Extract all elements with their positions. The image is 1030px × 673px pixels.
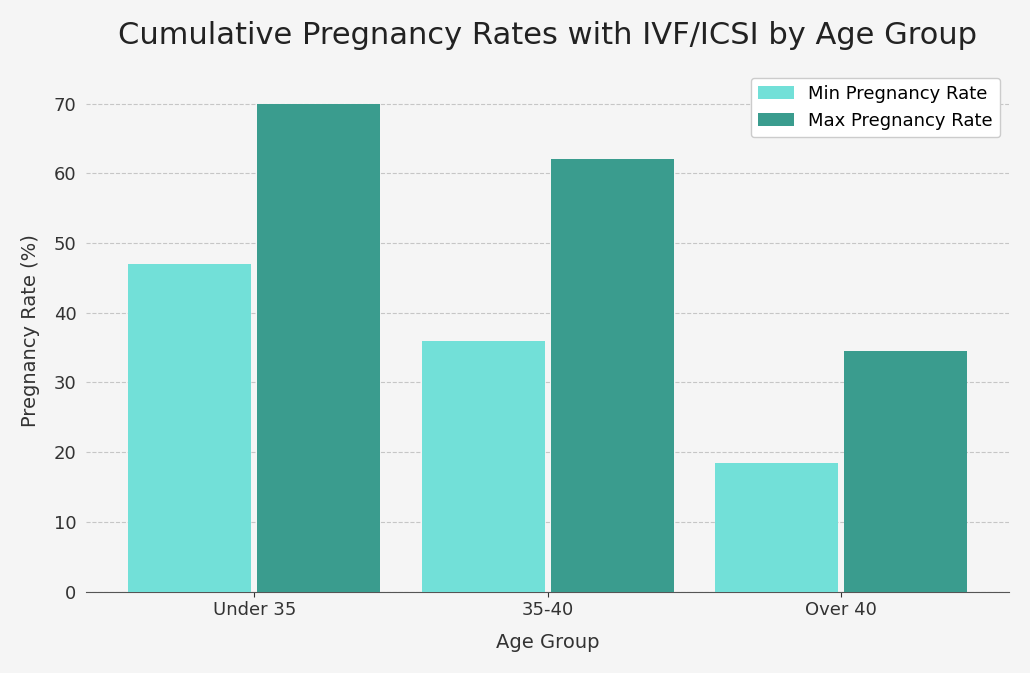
X-axis label: Age Group: Age Group — [495, 633, 599, 652]
Bar — [258, 104, 380, 592]
Bar — [844, 351, 967, 592]
Title: Cumulative Pregnancy Rates with IVF/ICSI by Age Group: Cumulative Pregnancy Rates with IVF/ICSI… — [118, 21, 977, 50]
Legend: Min Pregnancy Rate, Max Pregnancy Rate: Min Pregnancy Rate, Max Pregnancy Rate — [751, 78, 1000, 137]
Bar — [715, 462, 838, 592]
Y-axis label: Pregnancy Rate (%): Pregnancy Rate (%) — [21, 234, 40, 427]
Bar — [421, 341, 545, 592]
Bar — [128, 264, 251, 592]
Bar — [551, 160, 674, 592]
